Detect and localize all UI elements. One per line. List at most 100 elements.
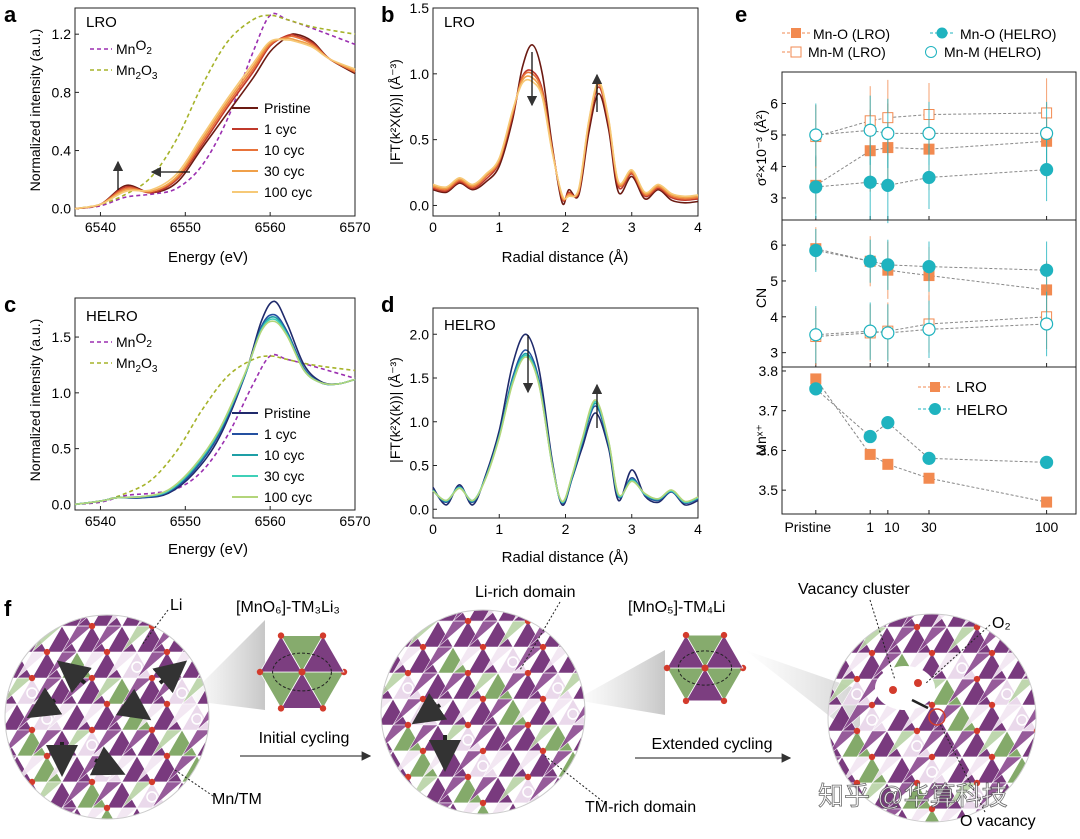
polyhedron	[857, 809, 887, 834]
legend-marker-mnm-lro	[791, 47, 801, 57]
ytick-label-e1: 4	[770, 158, 778, 174]
series-line-e3-helro	[816, 389, 1047, 463]
o-atom	[44, 805, 50, 811]
polyhedron	[1067, 575, 1080, 601]
o-atom	[420, 644, 426, 650]
o-atom	[465, 566, 471, 572]
polyhedron	[287, 782, 317, 808]
polyhedron	[528, 803, 558, 829]
o-atom	[660, 644, 666, 650]
li-site	[222, 610, 232, 620]
ytick-label-a: 0.8	[52, 84, 72, 100]
polyhedron	[648, 569, 678, 595]
ytick-label-c: 0.5	[52, 441, 72, 457]
legend-ref-part-c: O	[141, 355, 152, 371]
polyhedron	[197, 808, 227, 834]
polyhedron	[242, 808, 272, 834]
o-atom	[540, 696, 546, 702]
polyhedron	[212, 730, 242, 756]
polyhedron	[303, 569, 333, 595]
polyhedron	[618, 829, 648, 834]
ytick-label-d: 1.0	[410, 414, 430, 430]
legend-ref-part-c: Mn	[116, 355, 135, 371]
polyhedron	[1067, 679, 1080, 705]
cluster-o-atom	[683, 632, 689, 638]
polyhedron	[32, 574, 62, 600]
o-atom	[869, 754, 875, 760]
polyhedron	[303, 803, 333, 829]
o-atom	[585, 618, 591, 624]
o-atom	[360, 800, 366, 806]
xtick-label-e3: 1	[866, 519, 874, 535]
polyhedron	[1052, 601, 1080, 627]
legend-text-mnm-lro: Mn-M (LRO)	[808, 44, 886, 60]
polyhedron	[558, 621, 588, 647]
polyhedron	[318, 829, 348, 834]
polyhedron	[453, 829, 483, 834]
polyhedron	[303, 829, 333, 834]
o-atom	[465, 826, 471, 832]
panel-e2-ylabel: CN	[753, 288, 769, 308]
xtick-label-a: 6540	[85, 219, 116, 235]
li-site	[628, 761, 638, 771]
plot-frame-c	[75, 298, 355, 510]
panel-e3-ylabel: Mnˣ⁺	[753, 424, 769, 455]
polyhedron	[468, 829, 498, 834]
ytick-label-a: 1.2	[52, 26, 72, 42]
polyhedron	[212, 704, 242, 730]
polyhedron	[212, 808, 242, 834]
o-atom	[929, 754, 935, 760]
polyhedron	[0, 730, 2, 756]
legend-text-a: 100 cyc	[264, 184, 312, 200]
o-atom	[749, 806, 755, 812]
polyhedron	[573, 647, 603, 673]
label-o-vacancy: O vacancy	[960, 813, 1036, 830]
polyhedron	[182, 808, 212, 834]
polyhedron	[737, 757, 767, 783]
polyhedron	[588, 595, 618, 621]
polyhedron	[438, 569, 468, 595]
o-atom	[525, 826, 531, 832]
polyhedron	[782, 809, 812, 834]
polyhedron	[408, 569, 438, 595]
data-point-e2-mn-o-helro-	[923, 261, 935, 273]
polyhedron	[648, 751, 678, 777]
polyhedron	[17, 574, 47, 600]
polyhedron	[1037, 705, 1067, 731]
series-line-d-pristine	[433, 334, 698, 505]
polyhedron	[543, 829, 573, 834]
polyhedron	[212, 756, 242, 782]
xtick-label-d: 0	[429, 521, 437, 537]
data-point-e1-mn-m-helro-	[864, 124, 876, 136]
o-atom	[420, 800, 426, 806]
panel-d-ylabel: |FT(k²X(k))| (Å⁻³)	[387, 357, 403, 463]
o-atom	[149, 779, 155, 785]
polyhedron	[152, 808, 182, 834]
polyhedron	[588, 647, 618, 673]
polyhedron	[633, 751, 663, 777]
o-atom	[1034, 572, 1040, 578]
polyhedron	[678, 569, 708, 595]
o-atom	[44, 597, 50, 603]
li-site	[1062, 741, 1072, 751]
o-atom	[89, 727, 95, 733]
polyhedron	[797, 601, 827, 627]
polyhedron	[348, 673, 378, 699]
ytick-label-e1: 3	[770, 190, 778, 206]
o-atom	[809, 598, 815, 604]
polyhedron	[378, 621, 408, 647]
polyhedron	[333, 621, 363, 647]
legend-text-c: 10 cyc	[264, 447, 304, 463]
polyhedron	[1052, 809, 1080, 834]
polyhedron	[1067, 809, 1080, 834]
panel-b-ylabel: |FT(k²X(k))| (Å⁻³)	[387, 59, 403, 165]
polyhedron	[47, 808, 77, 834]
polyhedron	[573, 829, 603, 834]
xtick-label-d: 3	[628, 521, 636, 537]
o-atom	[209, 623, 215, 629]
o-atom	[405, 670, 411, 676]
o-atom	[1049, 702, 1055, 708]
polyhedron	[782, 757, 812, 783]
polyhedron	[363, 803, 393, 829]
series-line-b-100-cyc	[433, 80, 698, 199]
